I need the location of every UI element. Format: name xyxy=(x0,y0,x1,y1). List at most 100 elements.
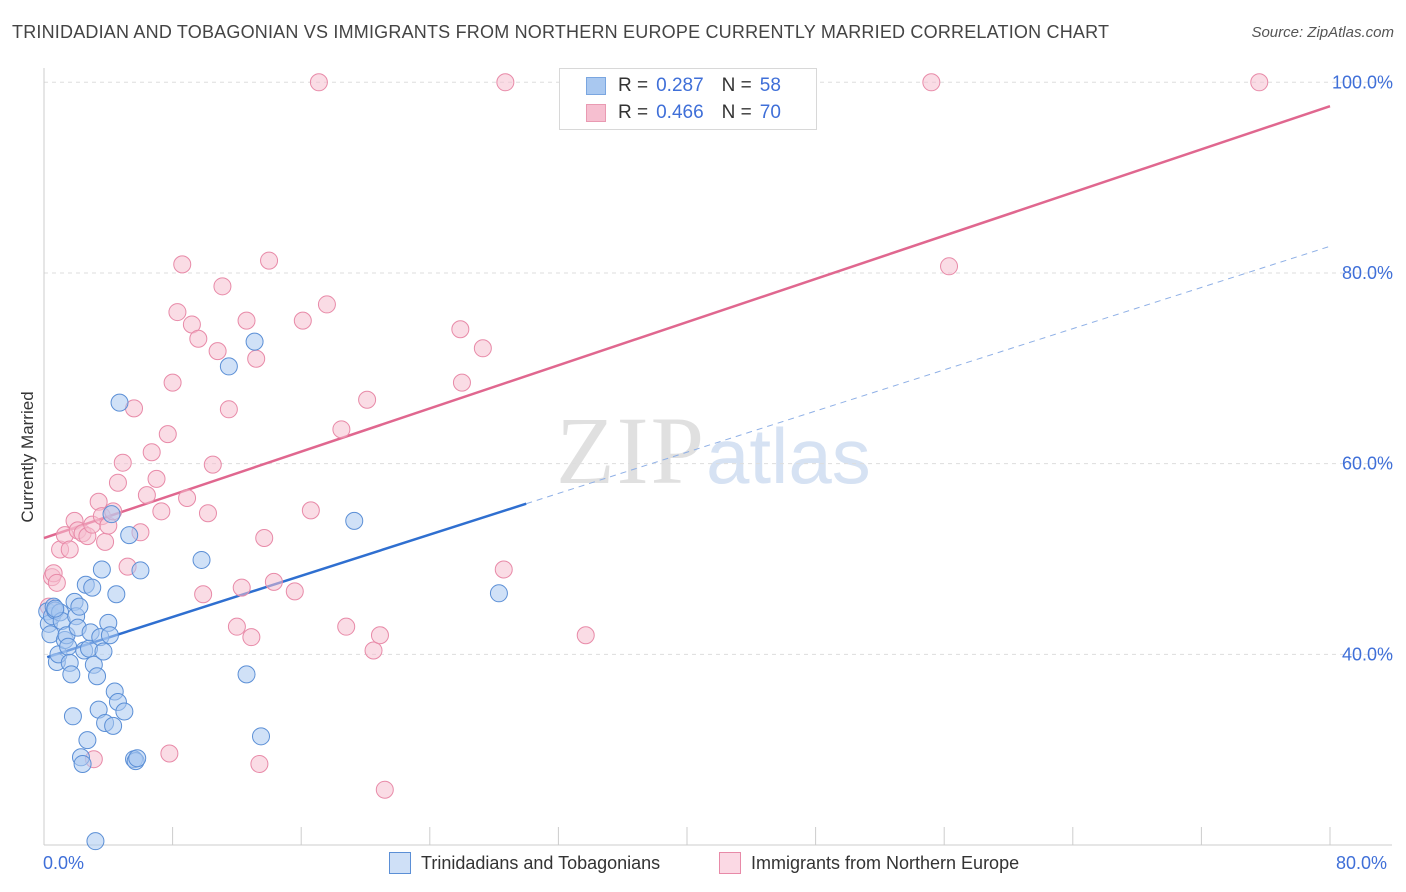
point-northern-europe xyxy=(194,585,213,604)
point-trinidadian xyxy=(245,332,264,351)
point-northern-europe xyxy=(227,617,246,636)
chart-title: TRINIDADIAN AND TOBAGONIAN VS IMMIGRANTS… xyxy=(12,22,1110,42)
point-trinidadian xyxy=(100,626,119,645)
point-trinidadian xyxy=(128,749,147,768)
point-northern-europe xyxy=(158,425,177,444)
y-tick-labels: 40.0% 60.0% 80.0% 100.0% xyxy=(1332,72,1393,664)
point-northern-europe xyxy=(370,626,389,645)
point-northern-europe xyxy=(285,582,304,601)
point-trinidadian xyxy=(252,727,271,746)
point-trinidadian xyxy=(107,585,126,604)
point-northern-europe xyxy=(232,578,251,597)
point-northern-europe xyxy=(47,573,66,592)
point-northern-europe xyxy=(496,73,515,92)
y-tick-label: 100.0% xyxy=(1332,72,1393,92)
point-northern-europe xyxy=(940,257,959,276)
point-northern-europe xyxy=(178,488,197,507)
axes xyxy=(43,68,1392,846)
legend-swatch-northern-europe xyxy=(586,104,606,122)
point-northern-europe xyxy=(1250,73,1269,92)
legend-n-value: 58 xyxy=(759,75,781,96)
grid-lines xyxy=(44,81,1392,655)
point-northern-europe xyxy=(60,540,79,559)
point-trinidadian xyxy=(115,702,134,721)
point-northern-europe xyxy=(137,486,156,505)
legend-item-label: Trinidadians and Tobagonians xyxy=(421,852,661,873)
point-trinidadian xyxy=(131,561,150,580)
legend-n-value: 70 xyxy=(759,102,781,123)
legend-item-label: Immigrants from Northern Europe xyxy=(751,852,1020,873)
point-trinidadian xyxy=(78,731,97,750)
point-northern-europe xyxy=(358,390,377,409)
point-northern-europe xyxy=(163,373,182,392)
point-northern-europe xyxy=(219,400,238,419)
point-northern-europe xyxy=(364,641,383,660)
legend-n-label: N = xyxy=(721,102,752,123)
point-northern-europe xyxy=(237,311,256,330)
point-trinidadian xyxy=(46,599,65,618)
point-northern-europe xyxy=(160,744,179,763)
trend-line-northern-europe xyxy=(43,104,1331,540)
point-northern-europe xyxy=(242,628,261,647)
legend-swatch xyxy=(719,852,741,874)
point-northern-europe xyxy=(250,754,269,773)
x-tick-label-min: 0.0% xyxy=(43,853,85,873)
trend-line-trinidadian xyxy=(46,502,527,659)
point-northern-europe xyxy=(451,320,470,339)
point-trinidadian xyxy=(59,637,78,656)
point-trinidadian xyxy=(237,665,256,684)
point-trinidadian xyxy=(88,667,107,686)
point-trinidadian xyxy=(192,550,211,569)
point-northern-europe xyxy=(293,311,312,330)
point-northern-europe xyxy=(494,560,513,579)
point-northern-europe xyxy=(173,255,192,274)
correlation-legend: R = 0.287 N = 58 R = 0.466 N = 70 xyxy=(559,68,817,130)
point-northern-europe xyxy=(301,501,320,520)
point-trinidadian xyxy=(63,707,82,726)
legend-r-label: R = xyxy=(618,102,649,123)
point-northern-europe xyxy=(255,529,274,548)
source-credit: Source: ZipAtlas.com xyxy=(1251,24,1394,41)
legend-r-label: R = xyxy=(618,75,649,96)
legend-row-trinidadian: R = 0.287 N = 58 xyxy=(586,74,781,98)
legend-r-value: 0.287 xyxy=(656,75,704,96)
point-trinidadian xyxy=(102,505,121,524)
point-northern-europe xyxy=(198,504,217,523)
point-northern-europe xyxy=(337,617,356,636)
point-trinidadian xyxy=(73,754,92,773)
y-tick-label: 80.0% xyxy=(1342,263,1393,283)
trend-lines xyxy=(43,104,1331,659)
point-northern-europe xyxy=(473,339,492,358)
y-tick-label: 60.0% xyxy=(1342,454,1393,474)
point-trinidadian xyxy=(104,716,123,735)
legend-item-trinidadian: Trinidadians and Tobagonians xyxy=(389,852,660,874)
point-trinidadian xyxy=(110,393,129,412)
point-northern-europe xyxy=(375,780,394,799)
point-trinidadian xyxy=(120,526,139,545)
point-trinidadian xyxy=(62,665,81,684)
point-northern-europe xyxy=(213,277,232,296)
point-northern-europe xyxy=(576,626,595,645)
point-northern-europe xyxy=(203,455,222,474)
point-northern-europe xyxy=(147,469,166,488)
point-trinidadian xyxy=(70,597,89,616)
point-northern-europe xyxy=(264,572,283,591)
legend-swatch-trinidadian xyxy=(586,77,606,95)
point-northern-europe xyxy=(922,73,941,92)
point-trinidadian xyxy=(489,584,508,603)
point-trinidadian xyxy=(92,560,111,579)
legend-n-label: N = xyxy=(721,75,752,96)
legend-r-value: 0.466 xyxy=(656,102,704,123)
legend-item-northern-europe: Immigrants from Northern Europe xyxy=(719,852,1019,874)
point-northern-europe xyxy=(247,349,266,368)
point-northern-europe xyxy=(152,502,171,521)
point-northern-europe xyxy=(142,443,161,462)
point-trinidadian xyxy=(94,642,113,661)
point-northern-europe xyxy=(317,295,336,314)
point-northern-europe xyxy=(208,342,227,361)
point-northern-europe xyxy=(332,420,351,439)
legend-row-northern-europe: R = 0.466 N = 70 xyxy=(586,101,781,125)
point-northern-europe xyxy=(168,303,187,322)
point-trinidadian xyxy=(219,357,238,376)
